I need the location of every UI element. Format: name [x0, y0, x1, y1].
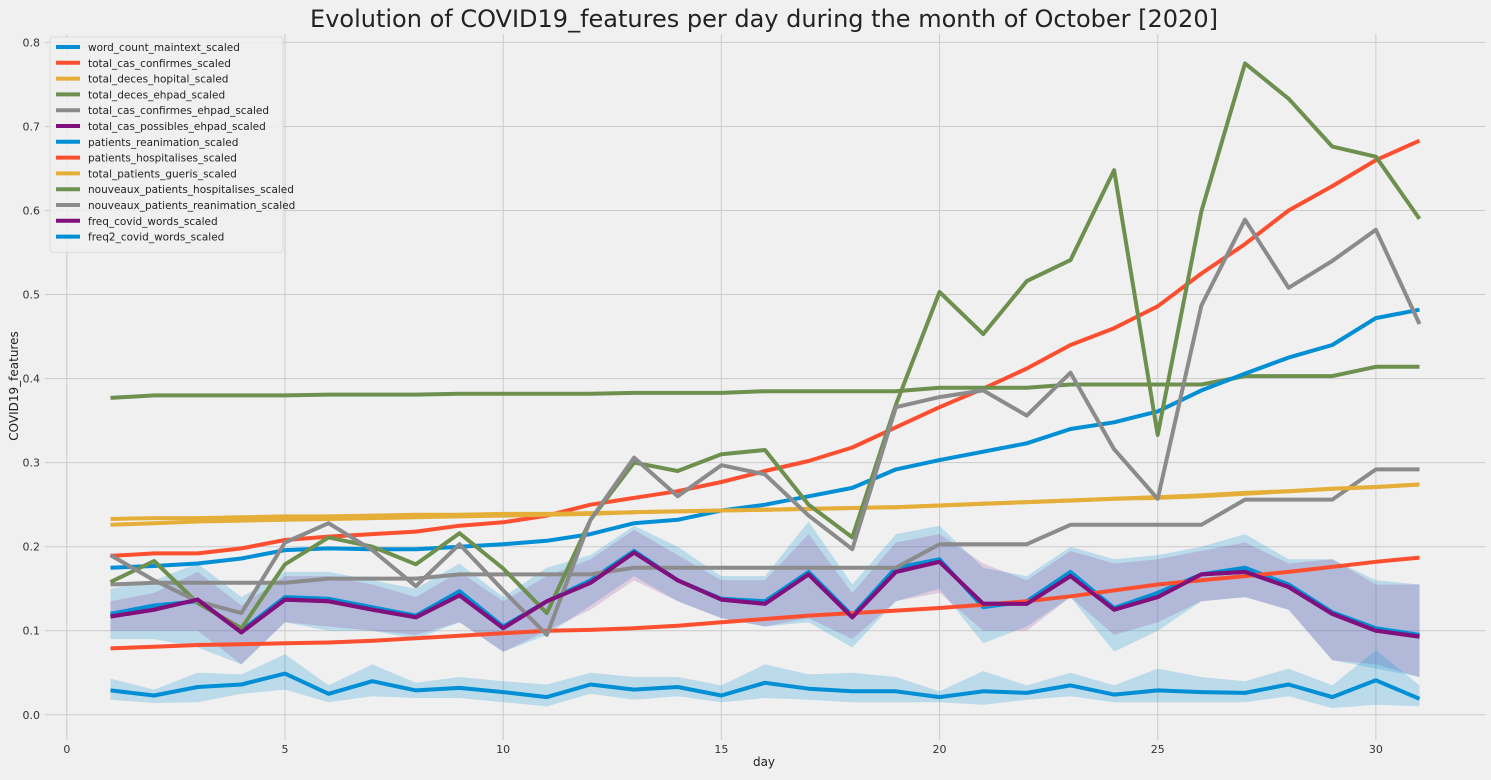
series-line-nouveaux_patients_reanimation_scaled [109, 217, 1422, 637]
legend: word_count_maintext_scaled total_cas_conf… [49, 36, 295, 253]
legend-label: total_cas_possibles_ehpad_scaled [88, 121, 266, 133]
y-tick-label: 0.8 [23, 36, 41, 49]
y-tick-label: 0.3 [23, 457, 41, 470]
legend-label: patients_reanimation_scaled [88, 137, 238, 149]
y-tick-label: 0.2 [23, 541, 41, 554]
legend-box [49, 36, 284, 253]
legend-label: nouveaux_patients_reanimation_scaled [88, 200, 295, 212]
x-tick-label: 0 [63, 743, 70, 756]
y-tick-label: 0.0 [23, 709, 41, 722]
chart-title: Evolution of COVID19_features per day du… [310, 5, 1218, 33]
legend-label: total_cas_confirmes_scaled [88, 58, 231, 70]
x-tick-label: 20 [933, 743, 947, 756]
legend-label: word_count_maintext_scaled [88, 42, 240, 54]
plot-area: 0 5 10 15 20 25 30 0.0 0.1 0.2 0.3 0.4 0.5 0.6 0.7 0.8 [23, 34, 1485, 756]
legend-label: total_deces_hopital_scaled [88, 74, 228, 86]
x-axis-label: day [753, 755, 775, 769]
x-tick-label: 10 [496, 743, 510, 756]
legend-label: patients_hospitalises_scaled [88, 153, 237, 165]
y-tick-label: 0.7 [23, 120, 41, 133]
x-tick-label: 30 [1369, 743, 1383, 756]
legend-label: total_deces_ehpad_scaled [88, 89, 225, 101]
series-line-nouveaux_patients_hospitalises_scaled [109, 61, 1422, 631]
series-line-total_cas_confirmes_ehpad_scaled [110, 467, 1420, 587]
legend-label: freq2_covid_words_scaled [88, 232, 224, 244]
series-line-total_patients_gueris_scaled [110, 482, 1420, 521]
legend-label: total_patients_gueris_scaled [88, 168, 237, 180]
y-tick-label: 0.1 [23, 625, 41, 638]
y-axis-label: COVID19_features [7, 331, 21, 440]
x-tick-label: 25 [1151, 743, 1165, 756]
x-tick-label: 15 [714, 743, 728, 756]
y-tick-label: 0.4 [23, 373, 41, 386]
series-line-freq_covid_words_scaled [110, 550, 1420, 639]
x-tick-label: 5 [282, 743, 289, 756]
y-tick-label: 0.5 [23, 289, 41, 302]
series-line-total_deces_ehpad_scaled [110, 364, 1420, 400]
series-line-freq2_covid_words_scaled [110, 671, 1421, 701]
confidence-band-freq2_covid_words_scaled [110, 650, 1420, 709]
series-line-patients_reanimation_scaled [110, 307, 1420, 570]
y-tick-label: 0.6 [23, 205, 41, 218]
legend-label: nouveaux_patients_hospitalises_scaled [88, 184, 294, 196]
legend-label: freq_covid_words_scaled [88, 216, 218, 228]
legend-label: total_cas_confirmes_ehpad_scaled [88, 105, 269, 117]
series-line-patients_hospitalises_scaled [110, 555, 1420, 651]
